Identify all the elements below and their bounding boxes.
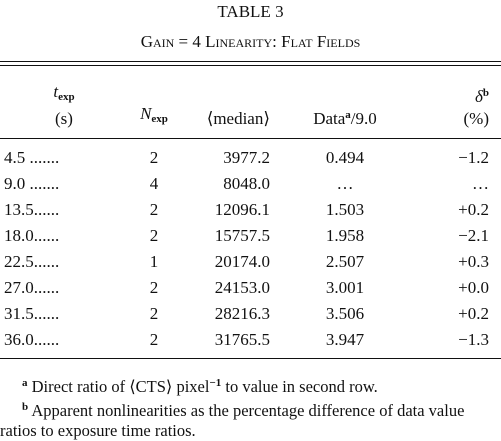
subscript: exp (58, 91, 75, 103)
superscript: b (482, 87, 489, 99)
table-cell: 12096.1 (214, 200, 270, 219)
table-cell: +0.3 (458, 252, 489, 271)
rule (0, 358, 501, 359)
header-cell: ⟨median⟩ (184, 76, 270, 130)
table-cell: 3.001 (325, 278, 365, 297)
table-cell: 36.0...... (4, 330, 60, 349)
table-cell: 4.5 ....... (4, 148, 60, 167)
table-cell: +0.2 (458, 200, 489, 219)
table-cell: 2 (149, 148, 159, 167)
table-cell: 20174.0 (214, 252, 270, 271)
rule (0, 65, 501, 66)
table-cell: 2 (149, 304, 159, 323)
table-cell: 2 (149, 330, 159, 349)
table-cell: 13.5...... (4, 200, 60, 219)
header-cell: Nexp (124, 76, 184, 130)
table-body: 4.5 ....... 2 3977.2 0.494 −1.2 9.0 ....... 4 8… (0, 145, 501, 353)
table-cell: 27.0...... (4, 278, 60, 297)
header-cell: δb (%) (420, 76, 501, 130)
table-row: 4.5 ....... 2 3977.2 0.494 −1.2 (0, 145, 501, 171)
footnote-marker: a (22, 377, 28, 389)
table-cell: 28216.3 (214, 304, 270, 323)
table-cell: 22.5...... (4, 252, 60, 271)
table-cell: +0.0 (458, 278, 489, 297)
table-cell: 31765.5 (214, 330, 270, 349)
data-table: texp (s) Nexp ⟨median⟩ Dataa/9.0 δb (%) 4.… (0, 76, 501, 353)
header-cell: Dataa/9.0 (270, 76, 420, 130)
unit: (%) (463, 109, 489, 128)
footnote-marker: b (22, 401, 29, 413)
header-text: Data (313, 109, 346, 128)
table-cell: −1.2 (458, 148, 489, 167)
table-row: 18.0...... 2 15757.5 1.958 −2.1 (0, 223, 501, 249)
footnote-text: Apparent nonlinearities as the percentag… (0, 401, 465, 440)
unit: (s) (55, 109, 73, 128)
table-cell: 1.958 (325, 226, 365, 245)
table-cell: 3977.2 (223, 148, 270, 167)
footnote: b Apparent nonlinearities as the percent… (0, 397, 501, 441)
table-cell: −2.1 (458, 226, 489, 245)
table-number: TABLE 3 (217, 2, 284, 21)
footnote: a Direct ratio of ⟨CTS⟩ pixel−1 to value… (0, 373, 501, 397)
footnote-text: Direct ratio of ⟨CTS⟩ pixel (31, 377, 210, 396)
rule (0, 61, 501, 62)
symbol: t (53, 82, 59, 101)
table-row: 22.5...... 1 20174.0 2.507 +0.3 (0, 249, 501, 275)
header-row: texp (s) Nexp ⟨median⟩ Dataa/9.0 δb (%) (0, 76, 501, 130)
table-cell: 24153.0 (214, 278, 270, 297)
table-cell: +0.2 (458, 304, 489, 323)
table-cell: 1.503 (325, 200, 365, 219)
table-row: 36.0...... 2 31765.5 3.947 −1.3 (0, 327, 501, 353)
header-cell: texp (s) (0, 76, 124, 130)
table-cell: −1.3 (458, 330, 489, 349)
superscript: a (345, 109, 351, 121)
table-cell: 1 (149, 252, 159, 271)
header-suffix: /9.0 (350, 109, 377, 128)
rule (0, 130, 501, 139)
table-cell: 0.494 (325, 148, 365, 167)
table-cell: 4 (149, 174, 159, 193)
table-row: 27.0...... 2 24153.0 3.001 +0.0 (0, 275, 501, 301)
table-cell: 2 (149, 200, 159, 219)
table-cell: 9.0 ....... (4, 174, 60, 193)
table-cell: … (472, 174, 489, 193)
table-cell: 3.506 (325, 304, 365, 323)
table-row: 13.5...... 2 12096.1 1.503 +0.2 (0, 197, 501, 223)
table-cell: 2 (149, 278, 159, 297)
table-cell: … (336, 174, 354, 193)
table-cell: 31.5...... (4, 304, 60, 323)
superscript: −1 (209, 377, 222, 389)
table-caption: Gain = 4 Linearity: Flat Fields (140, 32, 361, 51)
table-cell: 15757.5 (214, 226, 270, 245)
table-cell: 3.947 (325, 330, 365, 349)
symbol: N (140, 104, 152, 123)
table-cell: 18.0...... (4, 226, 60, 245)
header-text: ⟨median⟩ (206, 109, 270, 128)
table-cell: 2.507 (325, 252, 365, 271)
symbol: δ (474, 87, 483, 106)
table-row: 9.0 ....... 4 8048.0 … … (0, 171, 501, 197)
subscript: exp (151, 113, 168, 125)
table-cell: 2 (149, 226, 159, 245)
table-cell: 8048.0 (223, 174, 270, 193)
footnote-text: to value in second row. (221, 377, 378, 396)
table-row: 31.5...... 2 28216.3 3.506 +0.2 (0, 301, 501, 327)
